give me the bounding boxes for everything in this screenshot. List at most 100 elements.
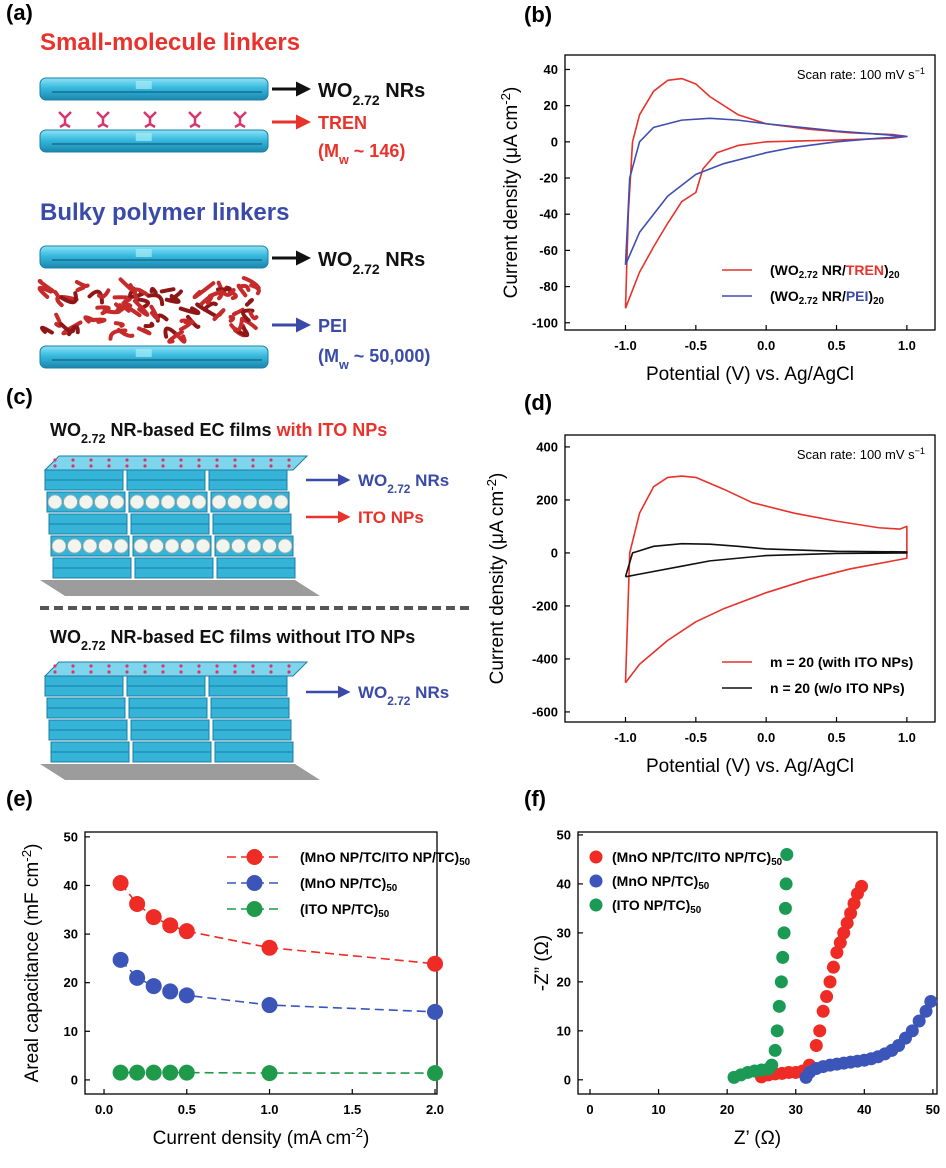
text-run: 2.72 (81, 639, 106, 653)
data-point (774, 975, 788, 989)
x-tick-label: 1.5 (343, 1102, 361, 1117)
callout: WO2.72 NRs (318, 80, 425, 108)
y-tick-label: 20 (557, 974, 571, 989)
callout: PEI (318, 316, 347, 336)
panel-label: (c) (6, 384, 33, 409)
y-tick-label: 50 (64, 829, 78, 844)
x-axis-label: Potential (V) vs. Ag/AgCl (646, 756, 854, 777)
data-point (844, 906, 858, 920)
polymer (245, 297, 254, 307)
polymer (117, 303, 124, 312)
polymer (59, 291, 78, 305)
data-point (427, 1065, 444, 1082)
linker-dot (125, 670, 129, 674)
plot-frame (577, 831, 938, 1095)
x-tick-label: 40 (857, 1102, 871, 1117)
linker-dot (143, 670, 147, 674)
legend-label: n = 20 (w/o ITO NPs) (770, 680, 905, 696)
linker (143, 111, 157, 129)
ito-np (195, 538, 211, 554)
text-run: NRs (380, 80, 426, 102)
linker-dot (125, 464, 129, 468)
data-point (112, 951, 129, 968)
data-point (162, 983, 179, 1000)
callout: (Mw ~ 50,000) (318, 346, 430, 372)
ito-np (67, 538, 82, 554)
x-tick-label: -0.5 (685, 730, 707, 745)
data-point (178, 1064, 195, 1081)
heading: Small-molecule linkers (40, 29, 300, 56)
polymer (132, 287, 151, 301)
y-axis-label: Areal capacitance (mF cm-2) (19, 844, 44, 1083)
linker-dot (71, 664, 75, 668)
data-point (178, 987, 195, 1004)
text-run: NRs (380, 249, 426, 271)
linker-dot (179, 670, 183, 674)
x-tick-label: 2.0 (426, 1102, 444, 1117)
y-tick-label: -60 (539, 243, 558, 258)
text-run: WO (50, 420, 81, 440)
text-run: 50 (386, 883, 397, 894)
text-run: w (338, 358, 349, 372)
polymer (178, 306, 201, 315)
legend-label: (MnO NP/TC)50 (612, 873, 710, 892)
ito-np (180, 538, 195, 554)
data-point (912, 1014, 926, 1028)
y-tick-label: 30 (557, 925, 571, 940)
nanorod-joint (135, 249, 152, 257)
plot-frame (564, 434, 936, 723)
y-tick-label: -100 (532, 315, 558, 330)
linker-dot (197, 458, 201, 462)
linker-dot (53, 664, 57, 668)
linker-dot (233, 664, 237, 668)
data-point (772, 999, 786, 1013)
substrate (40, 764, 320, 780)
data-point (833, 936, 847, 950)
nanorod (39, 77, 269, 101)
polymer (108, 328, 128, 341)
polymer (55, 295, 79, 308)
y-tick-label: 40 (557, 876, 571, 891)
polymer (61, 320, 83, 336)
data-point (112, 875, 129, 892)
text-run: w (338, 153, 349, 167)
legend-label: m = 20 (with ITO NPs) (770, 654, 913, 670)
heading: WO2.72 NR-based EC films without ITO NPs (50, 627, 415, 653)
polymer (241, 276, 261, 290)
data-point (145, 978, 162, 995)
linker-dot (197, 670, 201, 674)
linker-dot (71, 670, 75, 674)
polymer (112, 295, 132, 304)
text-run: WO (358, 683, 387, 702)
text-run: ) (363, 1128, 369, 1149)
linker-dot (215, 464, 219, 468)
text-run: ) (868, 288, 873, 304)
annotation: Scan rate: 100 mV s−1 (797, 446, 925, 462)
data-point (830, 945, 844, 959)
polymer (40, 325, 54, 335)
y-tick-label: -400 (532, 651, 558, 666)
text-run: ) (884, 262, 889, 278)
ito-np (242, 494, 258, 510)
linker-dot (125, 664, 129, 668)
text-run: WO (318, 80, 352, 102)
x-tick-label: -1.0 (614, 730, 636, 745)
text-run: ) (22, 844, 43, 850)
data-point (847, 896, 861, 910)
data-point (778, 901, 792, 915)
ito-np (262, 538, 277, 554)
text-run: 2.72 (799, 270, 819, 281)
linker-dot (89, 670, 93, 674)
data-point (779, 877, 793, 891)
y-tick-label: 20 (544, 98, 558, 113)
x-tick-label: 30 (788, 1102, 802, 1117)
panel-label: (e) (6, 786, 33, 811)
text-run: -2 (498, 93, 513, 105)
polymer (248, 310, 259, 321)
data-point (427, 1003, 444, 1020)
text-run: NR-based EC films without ITO NPs (106, 627, 416, 647)
text-run: NRs (410, 683, 449, 702)
y-tick-label: -80 (539, 279, 558, 294)
linker-dot (179, 458, 183, 462)
polymer (135, 297, 151, 309)
